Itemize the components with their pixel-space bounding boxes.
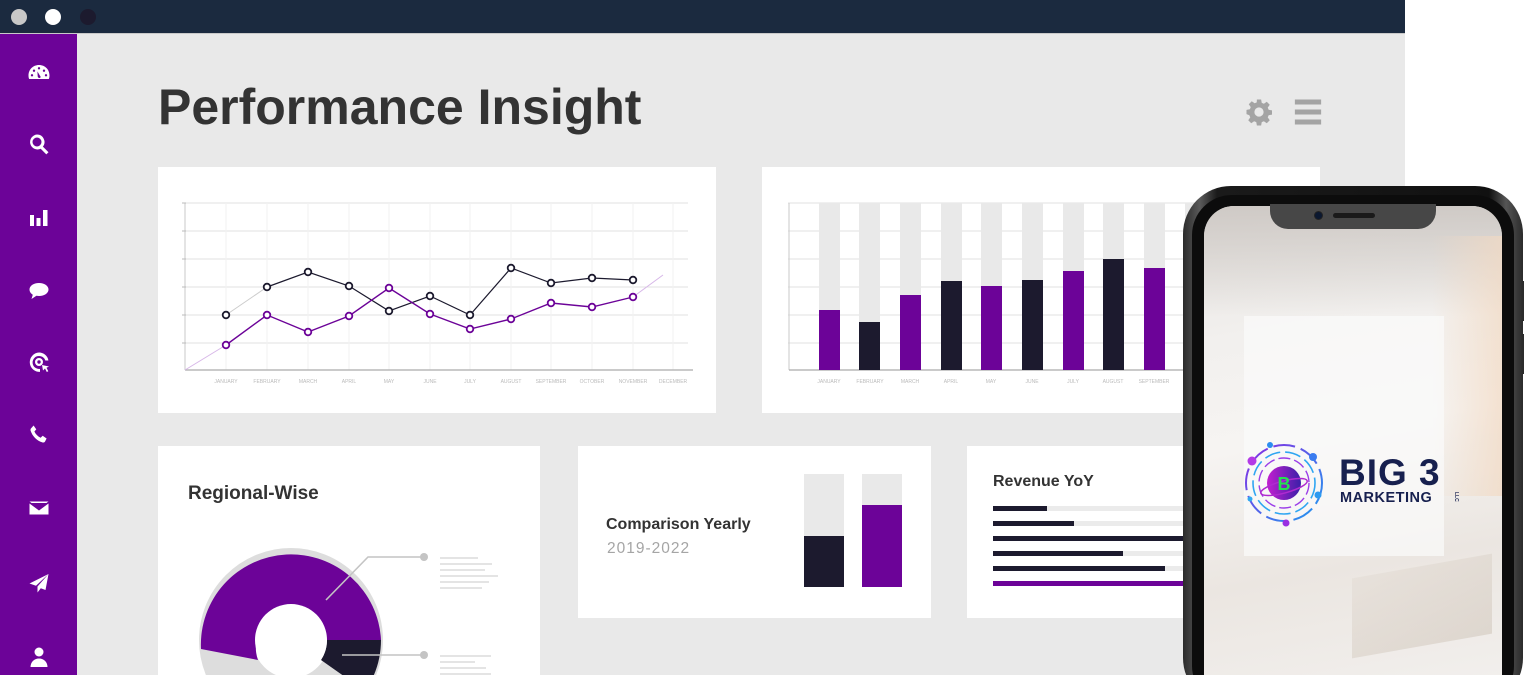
sidebar-item-dashboard[interactable] — [0, 53, 77, 93]
phone-icon — [29, 425, 47, 443]
sidebar-item-mail[interactable] — [0, 488, 77, 528]
svg-text:B: B — [1278, 474, 1291, 494]
brand-name-line2: MARKETING — [1340, 490, 1433, 506]
svg-text:MARCH: MARCH — [299, 379, 318, 385]
gear-icon — [1246, 99, 1272, 126]
svg-text:MARCH: MARCH — [901, 379, 920, 385]
settings-button[interactable] — [1244, 97, 1274, 127]
sidebar-item-calls[interactable] — [0, 414, 77, 454]
envelope-icon — [29, 501, 48, 515]
sidebar — [0, 34, 77, 675]
regional-card: Regional-Wise — [158, 446, 540, 675]
sidebar-item-search[interactable] — [0, 124, 77, 164]
user-icon — [30, 647, 47, 667]
target-icon — [29, 352, 49, 372]
svg-text:JUNE: JUNE — [423, 379, 437, 385]
hamburger-menu-icon — [1294, 99, 1322, 125]
svg-text:MAY: MAY — [384, 379, 395, 385]
svg-text:AUGUST: AUGUST — [501, 379, 522, 385]
paper-plane-icon — [29, 574, 48, 593]
regional-title: Regional-Wise — [188, 483, 319, 504]
window-close-button[interactable] — [11, 9, 27, 25]
svg-text:JULY: JULY — [464, 379, 477, 385]
phone-screen — [1204, 206, 1502, 675]
sidebar-item-targets[interactable] — [0, 342, 77, 382]
comparison-subtitle: 2019-2022 — [607, 540, 691, 557]
comparison-chart — [804, 474, 902, 587]
svg-text:JUNE: JUNE — [1025, 379, 1039, 385]
dashboard-gauge-icon — [28, 65, 49, 79]
sidebar-item-messages[interactable] — [0, 271, 77, 311]
brand-orbit-icon: B — [1245, 442, 1323, 527]
chat-bubble-icon — [29, 283, 48, 299]
window-maximize-button[interactable] — [80, 9, 96, 25]
svg-text:FEBRUARY: FEBRUARY — [856, 379, 884, 385]
svg-text:APRIL: APRIL — [342, 379, 357, 385]
svg-text:SEPTEMBER: SEPTEMBER — [536, 379, 567, 385]
window-minimize-button[interactable] — [45, 9, 61, 25]
phone-side-button — [1522, 281, 1524, 321]
sidebar-item-send[interactable] — [0, 563, 77, 603]
brand-suffix: LLC — [1453, 492, 1459, 502]
bar-chart-icon — [29, 210, 47, 226]
svg-text:JULY: JULY — [1067, 379, 1080, 385]
line-chart-card: JANUARY FEBRUARY MARCH APRIL MAY JUNE JU… — [158, 167, 716, 413]
sidebar-item-profile[interactable] — [0, 637, 77, 675]
phone-side-button — [1522, 334, 1524, 374]
svg-text:APRIL: APRIL — [944, 379, 959, 385]
speaker-grille — [1333, 213, 1375, 218]
svg-text:DECEMBER: DECEMBER — [659, 379, 688, 385]
svg-text:AUGUST: AUGUST — [1103, 379, 1124, 385]
svg-text:MAY: MAY — [986, 379, 997, 385]
revenue-chart — [993, 506, 1293, 586]
svg-text:OCTOBER: OCTOBER — [580, 379, 605, 385]
revenue-title: Revenue YoY — [993, 473, 1094, 490]
search-icon — [29, 134, 48, 155]
brand-name-line1: BIG 3 — [1339, 452, 1441, 493]
svg-text:NOVEMBER: NOVEMBER — [619, 379, 648, 385]
phone-notch — [1270, 204, 1436, 229]
comparison-title: Comparison Yearly — [606, 516, 751, 533]
sidebar-item-analytics[interactable] — [0, 198, 77, 238]
brand-logo: B BIG 3 MARKETING LLC — [1240, 437, 1470, 529]
line-chart: JANUARY FEBRUARY MARCH APRIL MAY JUNE JU… — [182, 202, 693, 385]
camera-icon — [1314, 211, 1323, 220]
donut-chart — [199, 548, 498, 675]
comparison-card: Comparison Yearly 2019-2022 — [578, 446, 931, 618]
svg-text:SEPTEMBER: SEPTEMBER — [1139, 379, 1170, 385]
svg-text:JANUARY: JANUARY — [214, 379, 238, 385]
svg-text:FEBRUARY: FEBRUARY — [253, 379, 281, 385]
menu-button[interactable] — [1293, 97, 1323, 127]
page-title: Performance Insight — [158, 79, 642, 135]
phone-mockup — [1183, 186, 1524, 675]
svg-text:JANUARY: JANUARY — [817, 379, 841, 385]
window-titlebar — [0, 0, 1405, 34]
